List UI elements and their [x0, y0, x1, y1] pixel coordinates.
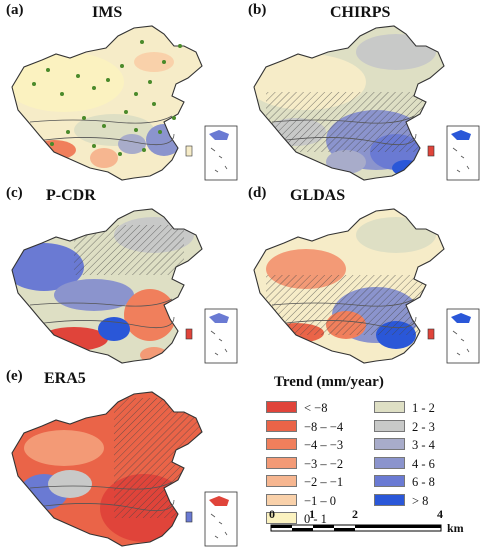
legend-label: −3 – −2 [304, 456, 344, 471]
legend-label: −2 – −1 [304, 475, 344, 489]
panel-era5: (e) ERA5 [0, 366, 240, 549]
legend-item-positive-2: 3 - 4 [374, 438, 435, 452]
panel-label: (c) [6, 185, 23, 201]
legend-label: 1 - 2 [412, 401, 435, 415]
legend-item-positive-1: 2 - 3 [374, 419, 435, 434]
legend-label: < −8 [304, 401, 328, 415]
panel-title: P-CDR [46, 187, 96, 204]
legend-swatch [374, 493, 405, 506]
legend-swatch [266, 401, 297, 413]
legend-item-negative-6: 0 - 1 [266, 512, 327, 526]
panel-ims: (a) IMS [0, 0, 240, 183]
legend-item-positive-4: 6 - 8 [374, 475, 435, 489]
scale-tick-0: 0 [269, 507, 275, 521]
panel-title: CHIRPS [330, 4, 391, 21]
scale-unit: km [447, 521, 464, 535]
legend-swatch [374, 401, 405, 413]
map-chirps [253, 25, 480, 181]
legend-swatch [266, 438, 297, 450]
legend-swatch [266, 456, 297, 469]
legend-swatch [374, 456, 405, 469]
legend-swatch [266, 512, 297, 524]
inset-map [204, 125, 238, 181]
panel-label: (b) [248, 2, 267, 18]
scale-bar: 0 1 2 4 km [269, 505, 481, 545]
scale-bar-graphic [270, 524, 442, 532]
legend-item-positive-5: > 8 [374, 493, 429, 508]
inset-map [446, 308, 480, 364]
legend-item-negative-5: −1 – 0 [266, 493, 337, 508]
legend-item-positive-3: 4 - 6 [374, 456, 435, 471]
legend-item-negative-4: −2 – −1 [266, 475, 343, 489]
legend-item-negative-2: −4 – −3 [266, 438, 343, 452]
legend-item-positive-0: 1 - 2 [374, 401, 435, 415]
legend-label: −1 – 0 [304, 493, 337, 508]
map-gldas [253, 208, 480, 364]
legend-label: > 8 [412, 493, 429, 508]
panel-title: ERA5 [44, 370, 86, 387]
legend-swatch [374, 438, 405, 450]
legend-swatch [374, 419, 405, 432]
legend-label: 3 - 4 [412, 438, 435, 452]
station-dots [32, 40, 182, 156]
map-pcdr [11, 208, 238, 364]
panel-label: (d) [248, 185, 267, 201]
panel-gldas: (d) GLDAS [242, 183, 481, 366]
inset-map [204, 308, 238, 364]
map-era5 [11, 391, 238, 547]
panel-chirps: (b) CHIRPS [242, 0, 481, 183]
legend-label: −8 – −4 [304, 419, 344, 434]
legend-item-negative-0: < −8 [266, 401, 327, 415]
legend-swatch [266, 493, 297, 506]
legend-item-negative-1: −8 – −4 [266, 419, 344, 434]
map-ims [11, 25, 238, 181]
legend-swatch [266, 419, 297, 432]
legend-swatch [266, 475, 297, 487]
legend-item-negative-3: −3 – −2 [266, 456, 344, 471]
inset-map [446, 125, 480, 181]
scale-tick-2: 2 [352, 507, 358, 521]
panel-title: GLDAS [290, 187, 346, 204]
scale-tick-1: 1 [309, 507, 315, 521]
legend-swatch [374, 475, 405, 487]
panel-label: (e) [6, 368, 23, 384]
panel-label: (a) [6, 2, 24, 18]
panel-title: IMS [92, 4, 123, 21]
legend-label: 0 - 1 [304, 512, 327, 526]
legend-label: 6 - 8 [412, 475, 435, 489]
inset-map [204, 491, 238, 547]
panel-pcdr: (c) P-CDR [0, 183, 240, 366]
legend: Trend (mm/year) < −8 −8 – −4 −4 – −3 −3 – −… [262, 374, 474, 544]
scale-tick-4: 4 [437, 507, 443, 521]
legend-label: 2 - 3 [412, 419, 435, 434]
legend-label: 4 - 6 [412, 456, 435, 471]
legend-label: −4 – −3 [304, 438, 344, 452]
legend-title: Trend (mm/year) [274, 374, 384, 390]
